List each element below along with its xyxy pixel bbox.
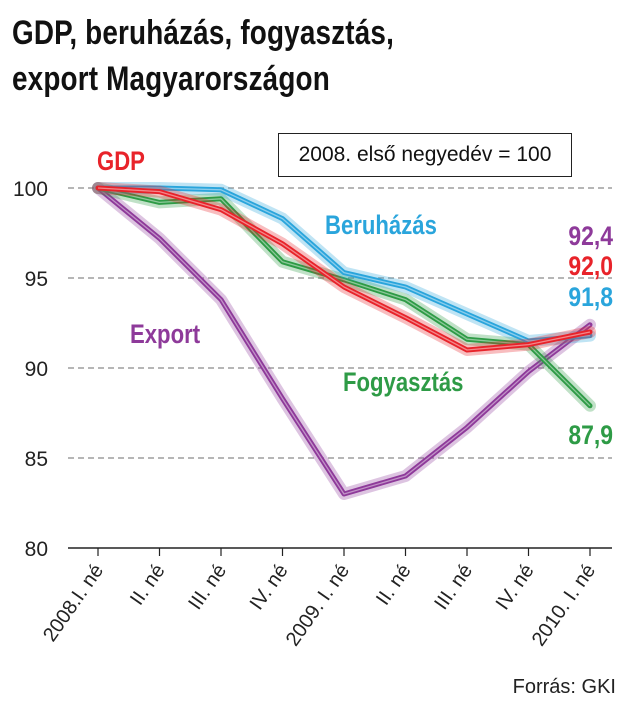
- y-tick-label: 80: [25, 538, 48, 561]
- series-name-label: Export: [130, 320, 200, 350]
- y-tick-label: 100: [13, 178, 48, 201]
- series-highlight: [98, 187, 591, 342]
- y-tick-label: 95: [25, 268, 48, 291]
- series-line-export: [95, 185, 593, 497]
- x-tick-label: III. né: [184, 560, 231, 614]
- series-name-label: GDP: [97, 147, 145, 177]
- end-value-label: 87,9: [568, 420, 613, 450]
- series-line-fogyasztás: [95, 185, 593, 409]
- source-label: Forrás: GKI: [512, 676, 616, 698]
- series-highlight: [97, 187, 591, 351]
- y-tick-label: 85: [25, 448, 48, 471]
- series-highlight: [97, 187, 591, 407]
- end-value-label: 92,4: [568, 221, 613, 251]
- x-tick-label: II. né: [372, 560, 416, 609]
- series-name-label: Beruházás: [325, 211, 437, 241]
- series-highlight: [97, 187, 591, 495]
- series-line-gdp: [95, 185, 593, 353]
- x-tick-label: II. né: [126, 560, 170, 609]
- x-tick-label: IV. né: [492, 560, 539, 614]
- x-tick-label: IV. né: [246, 560, 293, 614]
- x-tick-label: 2008.I. né: [39, 560, 108, 645]
- y-tick-label: 90: [25, 358, 48, 381]
- x-tick-label: III. né: [430, 560, 477, 614]
- chart-title-line-1: GDP, beruházás, fogyasztás,: [12, 14, 394, 52]
- series-line-beruházás: [95, 185, 593, 344]
- series-name-label: Fogyasztás: [343, 368, 463, 398]
- x-tick-label: 2009. I. né: [282, 560, 354, 650]
- chart-title-line-2: export Magyarországon: [12, 60, 330, 98]
- end-value-label: 91,8: [568, 282, 613, 312]
- x-tick-label: 2010. I. né: [528, 560, 600, 650]
- chart-title: GDP, beruházás, fogyasztás, export Magya…: [12, 10, 394, 102]
- base-note: 2008. első negyedév = 100: [278, 133, 572, 177]
- end-value-label: 92,0: [568, 251, 613, 281]
